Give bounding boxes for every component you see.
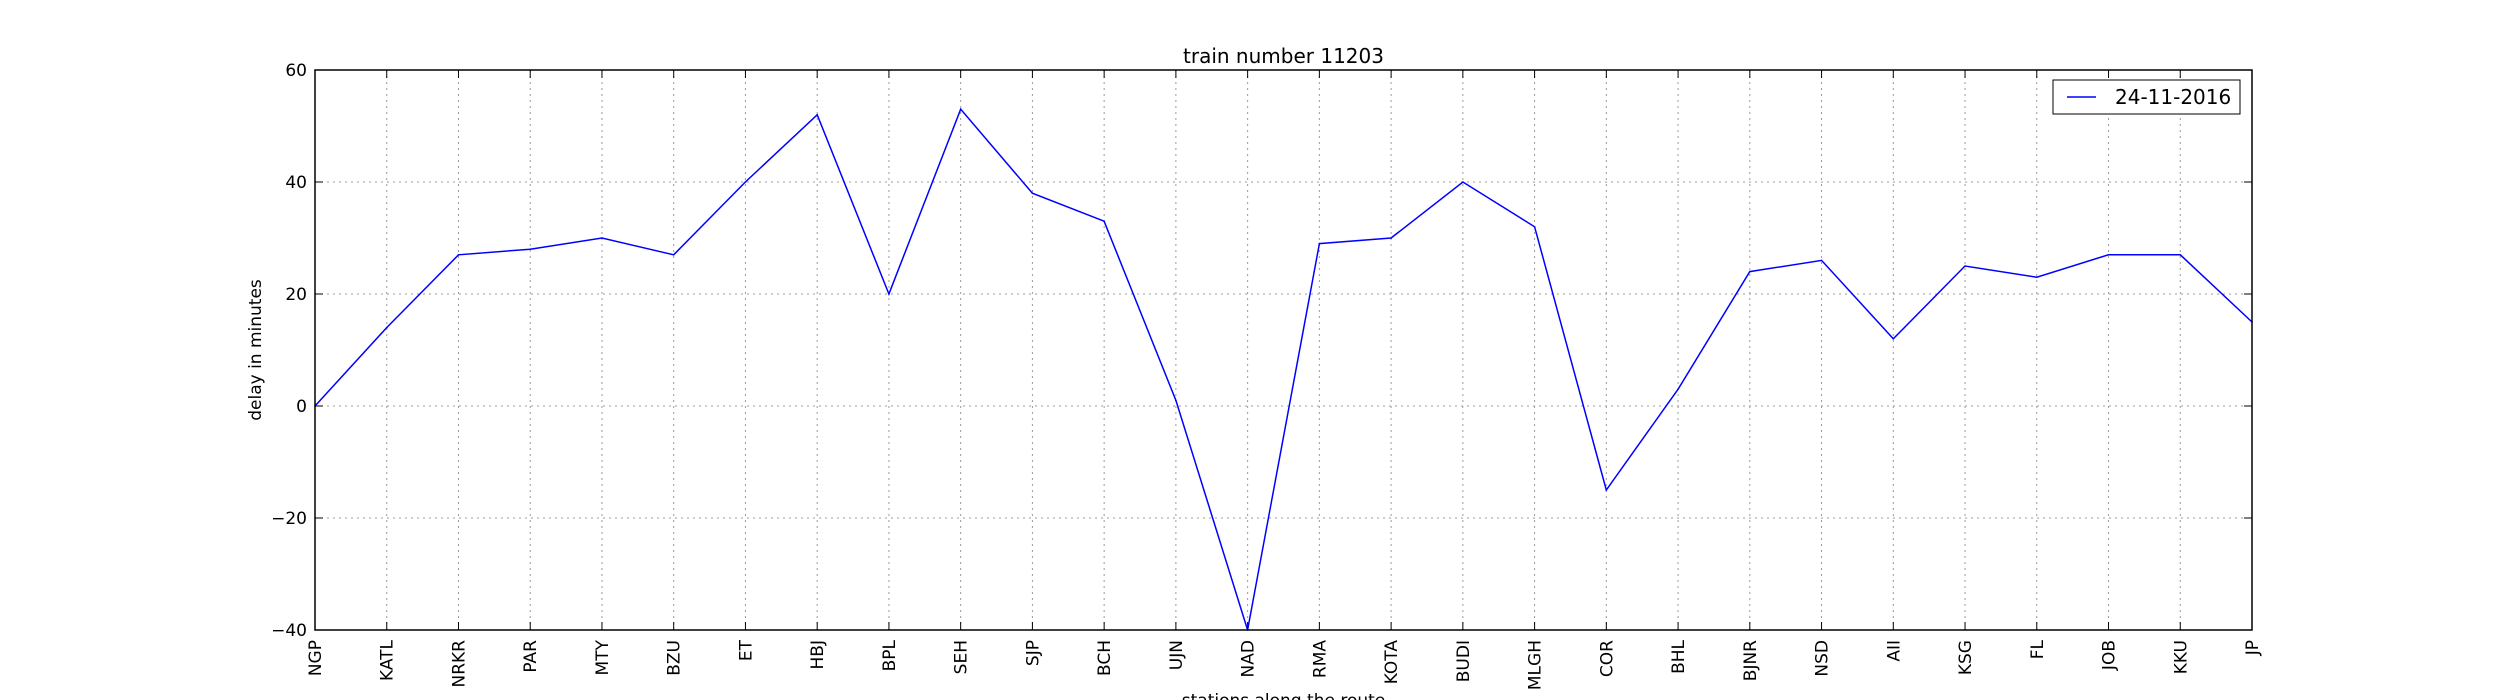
legend-label: 24-11-2016 [2115, 85, 2231, 109]
data-point [385, 326, 388, 329]
y-tick-label: −40 [271, 621, 307, 641]
x-tick-labels: NGP KATL NRKR PAR MTY BZU ET HBJ BPL SEH SJP BCH UJN… [306, 639, 2263, 690]
data-point [744, 181, 747, 183]
data-point [529, 248, 532, 250]
legend: 24-11-2016 [2052, 79, 2241, 115]
y-tick-label: 20 [285, 285, 307, 305]
data-point [1175, 399, 1177, 402]
y-tick-label: 60 [285, 61, 307, 81]
data-point [1749, 270, 1751, 273]
data-point [1390, 237, 1392, 239]
x-tick-label: BJNR [1741, 640, 1761, 681]
x-tick-label: BCH [1095, 640, 1115, 676]
data-point [888, 293, 890, 295]
x-tick-label: NSD [1813, 640, 1833, 677]
x-tick-label: KOTA [1382, 640, 1402, 685]
grid [315, 70, 2252, 630]
x-tick-label: JOB [2100, 640, 2120, 671]
x-tick-label: MLGH [1526, 640, 1546, 690]
axis-ticks [314, 69, 2253, 631]
x-tick-label: NGP [306, 640, 326, 676]
x-tick-label: AII [1884, 640, 1904, 662]
data-point [1031, 192, 1034, 194]
plot-frame [314, 69, 2253, 631]
y-tick-label: −20 [271, 509, 307, 529]
y-tick-label: 0 [296, 397, 307, 417]
x-tick-label: PAR [521, 640, 541, 673]
data-point [1820, 259, 1823, 262]
x-tick-label: KATL [378, 639, 398, 681]
data-point [816, 114, 818, 116]
x-tick-label: HBJ [808, 640, 828, 669]
data-point [1892, 338, 1895, 340]
x-tick-label: BUDI [1454, 640, 1474, 682]
x-tick-label: SEH [952, 640, 972, 674]
data-point [1462, 181, 1464, 183]
chart-title: train number 11203 [1183, 44, 1384, 68]
data-point [672, 254, 675, 256]
x-tick-label: BPL [880, 639, 900, 671]
x-tick-label: JP [2243, 640, 2263, 656]
data-point [1677, 388, 1679, 391]
x-tick-label: BHL [1669, 639, 1689, 673]
x-tick-label: FL [2028, 639, 2048, 659]
data-point [1103, 220, 1105, 222]
data-point [1318, 242, 1321, 245]
data-point [601, 237, 603, 239]
data-point [2179, 254, 2182, 256]
x-tick-label: NAD [1239, 640, 1259, 677]
data-point [1605, 489, 1608, 491]
x-tick-label: COR [1597, 640, 1617, 677]
x-tick-label: ET [736, 639, 756, 661]
data-point [1964, 265, 1966, 267]
x-tick-label: MTY [593, 639, 613, 675]
x-tick-label: NRKR [449, 640, 469, 688]
series-line [314, 107, 2253, 631]
x-axis-label: stations along the route [1182, 691, 1386, 700]
y-axis-label: delay in minutes [246, 279, 266, 421]
data-point [1533, 226, 1536, 228]
data-point [959, 108, 962, 110]
series-lines [314, 107, 2253, 631]
data-point [2107, 254, 2110, 256]
x-tick-label: UJN [1167, 640, 1187, 670]
data-point [2035, 276, 2038, 279]
x-tick-label: RMA [1310, 640, 1330, 678]
y-tick-labels: 60 40 20 0 −20 −40 [271, 61, 307, 641]
x-tick-label: KSG [1956, 640, 1976, 675]
x-tick-label: BZU [665, 640, 685, 676]
data-point [457, 254, 460, 256]
x-tick-label: SJP [1023, 640, 1043, 666]
y-tick-label: 40 [285, 173, 307, 193]
x-tick-label: KKU [2171, 640, 2191, 674]
